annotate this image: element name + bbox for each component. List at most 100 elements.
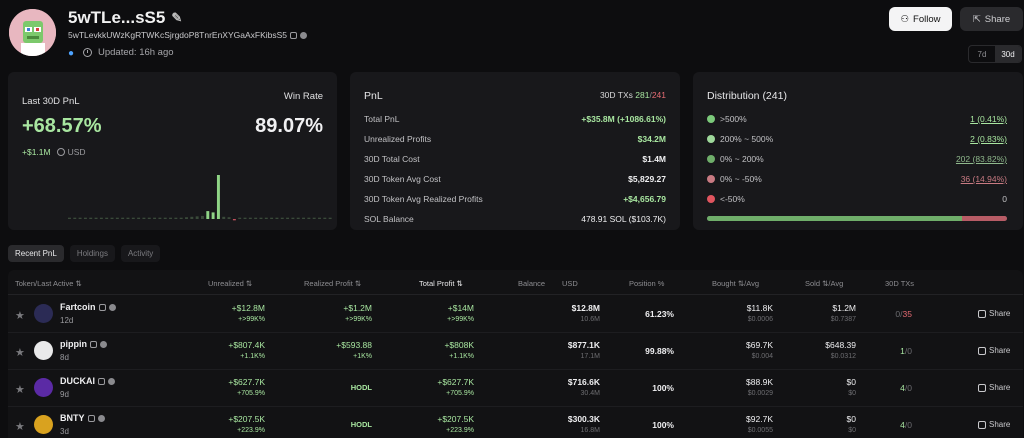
pnl-bar [275,217,279,219]
pnl-bar [222,216,226,219]
copy-icon[interactable] [290,31,298,39]
header-token[interactable]: Token/Last Active ⇅ [15,279,82,288]
favorite-star-icon[interactable]: ★ [15,421,25,433]
pnl-bar [206,211,210,219]
header-usd[interactable]: USD [562,279,578,288]
clock-icon [83,48,92,57]
distribution-value[interactable]: 202 (83.82%) [955,154,1007,164]
distribution-row: 0% ~ 200% 202 (83.82%) [707,154,1007,164]
sold-value: $648.39 [825,340,856,350]
row-share-button[interactable]: Share [978,383,1010,392]
stat-key: 30D Token Avg Cost [364,174,441,184]
header-total-profit[interactable]: Total Profit ⇅ [419,279,463,288]
bought-avg: $0.0055 [747,427,773,434]
search-icon[interactable] [108,303,116,311]
favorite-star-icon[interactable]: ★ [15,347,25,359]
pnl-bar [318,217,321,219]
distribution-value[interactable]: 2 (0.83%) [970,134,1007,144]
share-button[interactable]: ⇱ Share [960,7,1023,31]
realized-value: +$1.2M [343,303,372,313]
edit-pencil-icon[interactable]: ✎ [171,10,183,25]
distribution-value[interactable]: 1 (0.41%) [970,114,1007,124]
copy-icon[interactable] [87,414,95,422]
table-row[interactable]: ★ pippin 8d +$807.4K +1.1K% +$593.88 +1K… [8,333,1023,370]
distribution-value[interactable]: 36 (14.94%) [960,174,1007,184]
green-dot-icon [707,115,715,123]
pnl-bar [99,217,103,219]
currency-label: USD [67,147,86,157]
pnl-percent: +68.57% [22,115,102,137]
search-icon[interactable] [108,377,115,385]
pnl-bar [73,217,77,219]
row-share-button[interactable]: Share [978,420,1010,429]
distribution-bar-red [962,216,1007,221]
table-row[interactable]: ★ BNTY 3d +$207.5K +223.9% HODL +$207.5K… [8,407,1023,438]
tab-holdings[interactable]: Holdings [69,245,115,262]
token-name[interactable]: Fartcoin [60,302,96,312]
total-profit-value: +$14M [447,303,474,313]
header-realized[interactable]: Realized Profit ⇅ [304,279,362,288]
follow-label: Follow [913,13,941,25]
row-share-button[interactable]: Share [978,309,1010,318]
unrealized-pct: +>99K% [238,316,265,323]
header-unrealized[interactable]: Unrealized ⇅ [208,279,253,288]
token-name-line: DUCKAI [60,376,115,386]
tx-counts: 4/0 [900,383,912,393]
pnl-bar [296,217,300,219]
share-icon: ⇱ [972,13,981,25]
stat-row: 30D Token Avg Realized Profits +$4,656.7… [364,194,666,204]
period-30d[interactable]: 30d [995,46,1021,62]
search-icon[interactable] [100,340,107,348]
pnl-bar [264,217,268,219]
position-pct: 100% [652,420,674,430]
sold-avg: $0 [848,427,856,434]
currency-toggle[interactable]: USD [56,147,86,157]
bought-value: $11.8K [746,303,773,313]
copy-icon[interactable] [98,377,105,385]
pnl-usd: +$1.1M [22,147,51,157]
explorer-icon[interactable] [300,31,308,39]
header-bought[interactable]: Bought ⇅/Avg [712,279,760,288]
period-7d[interactable]: 7d [977,49,987,59]
distribution-bar [707,216,1007,221]
tx-buys: 1 [900,346,905,356]
unrealized-value: +$207.5K [228,414,265,424]
favorite-star-icon[interactable]: ★ [15,310,25,322]
token-name[interactable]: BNTY [60,413,85,423]
distribution-row: 200% ~ 500% 2 (0.83%) [707,134,1007,144]
balance-value: $300.3K [567,414,600,424]
token-name[interactable]: DUCKAI [60,376,95,386]
win-rate-value: 89.07% [255,115,323,137]
row-share-button[interactable]: Share [978,346,1010,355]
token-icon [34,378,53,397]
token-name[interactable]: pippin [60,339,87,349]
copy-icon[interactable] [98,303,106,311]
distribution-label: 0% ~ -50% [720,174,762,184]
distribution-title: Distribution (241) [707,90,787,102]
pnl-bar [105,217,109,219]
follow-button[interactable]: ⚇ Follow [889,7,952,31]
tx-buys: 0 [895,309,901,319]
pnl-bar [163,217,167,219]
balance-amount: 30.4M [580,390,600,397]
tab-activity[interactable]: Activity [120,245,161,262]
pnl-table: Token/Last Active ⇅ Unrealized ⇅ Realize… [8,270,1023,438]
tab-recent-pnl[interactable]: Recent PnL [8,245,64,262]
pnl-bar [126,217,130,219]
favorite-star-icon[interactable]: ★ [15,384,25,396]
pnl-stats-card: PnL 30D TXs 281/241 Total PnL +$35.8M (+… [350,72,680,230]
stat-value: +$4,656.79 [623,194,666,204]
table-row[interactable]: ★ Fartcoin 12d +$12.8M +>99K% +$1.2M +>9… [8,296,1023,333]
tx-sells: 0 [907,383,912,393]
balance-amount: 16.8M [580,427,600,434]
table-row[interactable]: ★ DUCKAI 9d +$627.7K +705.9% HODL +$627.… [8,370,1023,407]
balance-amount: 10.6M [580,316,600,323]
pnl-bar [328,217,332,219]
pnl-bar [174,217,178,219]
stat-key: 30D Total Cost [364,154,420,164]
total-profit-pct: +705.9% [446,390,474,397]
copy-icon[interactable] [90,340,97,348]
header-sold[interactable]: Sold ⇅/Avg [805,279,844,288]
stat-row: Total PnL +$35.8M (+1086.61%) [364,114,666,124]
search-icon[interactable] [97,414,105,422]
